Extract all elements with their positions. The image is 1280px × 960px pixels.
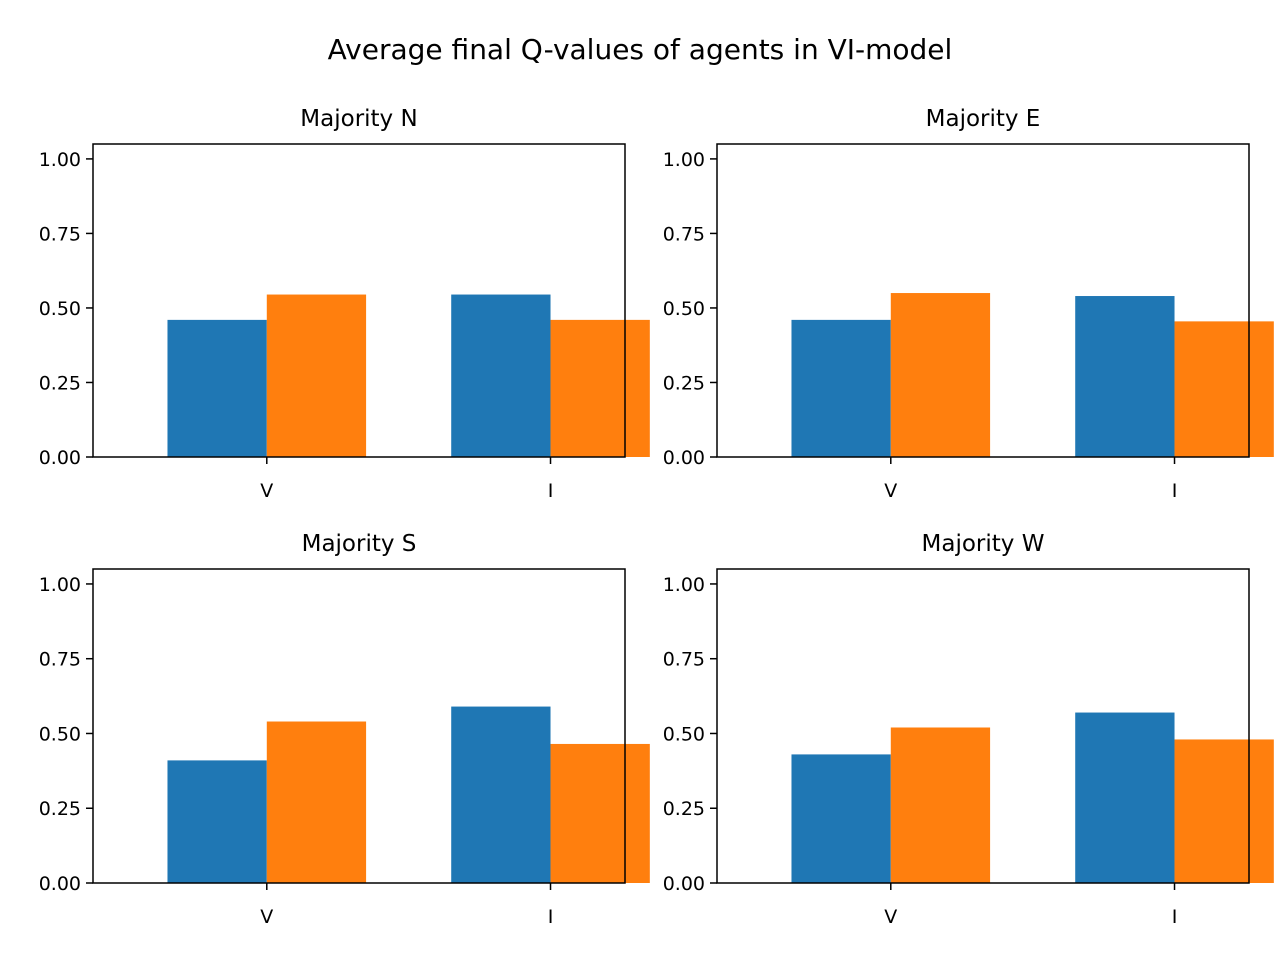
subplot-title: Majority N [300,106,417,132]
subplot-2: Majority E 0.00 0.25 0.50 0.75 1.00 V I [663,106,1274,502]
y-tick-label: 0.50 [663,723,705,745]
bar [791,754,891,883]
bar [550,319,650,457]
y-tick-label: 0.25 [39,372,81,394]
x-tick-label: V [884,480,897,502]
axes-frame [716,568,1250,884]
y-tick-label: 0.25 [39,798,81,820]
x-tick-label: I [548,906,554,928]
y-tick-label: 1.00 [39,574,81,596]
bar [1075,712,1175,883]
bar [890,727,991,883]
bar [167,319,267,457]
y-tick-label: 1.00 [663,574,705,596]
y-tick-label: 0.50 [39,723,81,745]
y-tick-label: 0.00 [39,447,81,469]
bar [1174,739,1274,883]
axes-frame [716,143,1250,458]
bar [451,294,551,457]
axes-frame [92,568,626,884]
bar [550,743,650,883]
bar [890,293,991,457]
y-tick-label: 0.50 [663,298,705,320]
y-tick-label: 0.00 [663,873,705,895]
axes-frame [92,143,626,458]
y-tick-label: 0.75 [663,649,705,671]
y-tick-label: 0.75 [663,223,705,245]
x-tick-label: V [884,906,897,928]
y-tick-label: 1.00 [39,149,81,171]
bar [266,721,367,883]
subplot-1: Majority N 0.00 0.25 0.50 0.75 1.00 V I [39,106,650,502]
figure-title: Average final Q-values of agents in VI-m… [328,33,953,66]
y-tick-label: 0.75 [39,649,81,671]
y-tick-label: 0.00 [39,873,81,895]
y-tick-label: 0.00 [663,447,705,469]
subplot-4: Majority W 0.00 0.25 0.50 0.75 1.00 V I [663,531,1274,928]
y-tick-label: 0.50 [39,298,81,320]
x-tick-label: I [1172,480,1178,502]
x-tick-label: V [260,906,273,928]
x-tick-label: I [548,480,554,502]
subplot-title: Majority E [926,106,1041,132]
bar [1174,321,1274,457]
y-tick-label: 0.25 [663,372,705,394]
subplot-grid: Majority N0.000.250.500.751.00V IMajority… [39,106,1274,928]
bar [791,319,891,457]
subplot-title: Majority W [922,531,1045,557]
bar [451,706,551,883]
bar [1075,296,1175,457]
subplot-3: Majority S 0.00 0.25 0.50 0.75 1.00 V I [39,531,650,928]
subplot-title: Majority S [302,531,417,557]
x-tick-label: V [260,480,273,502]
y-tick-label: 1.00 [663,149,705,171]
y-tick-label: 0.25 [663,798,705,820]
bar [266,294,367,457]
y-tick-label: 0.75 [39,223,81,245]
x-tick-label: I [1172,906,1178,928]
bar [167,760,267,883]
